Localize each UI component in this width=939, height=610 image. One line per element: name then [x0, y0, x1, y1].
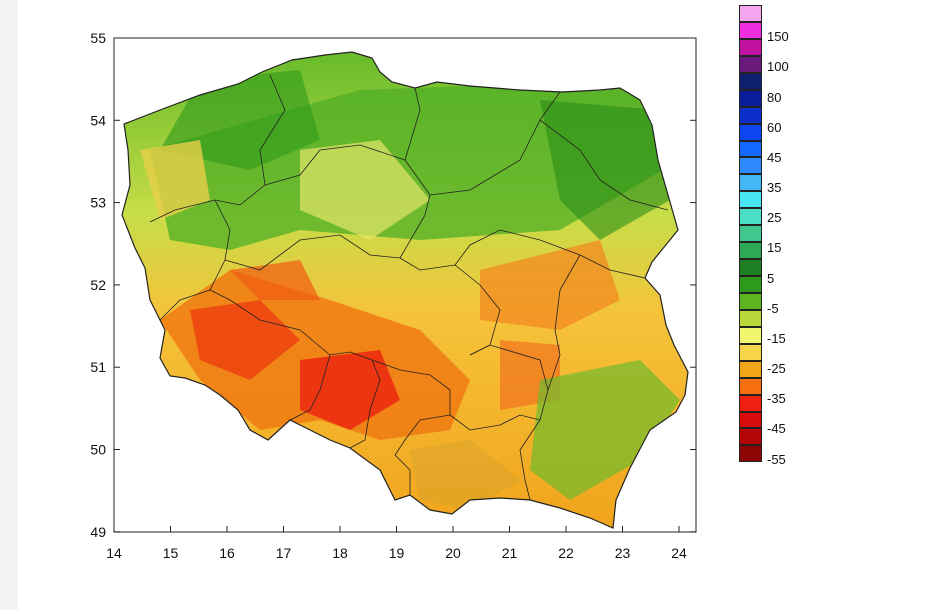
legend-swatch	[739, 89, 762, 107]
legend-swatch	[739, 394, 762, 412]
voivodeship-borders	[149, 74, 669, 501]
legend-label: 5	[767, 270, 775, 286]
y-tick-label: 54	[90, 112, 106, 128]
legend-swatch	[739, 292, 762, 310]
legend-label: 15	[767, 240, 782, 256]
legend-swatch	[739, 343, 762, 361]
legend-swatch	[739, 208, 762, 226]
x-tick-label: 20	[445, 545, 461, 561]
legend-label: -25	[767, 361, 786, 377]
legend-swatch	[739, 326, 762, 344]
y-axis: 55 54 53 52 51 50 49	[90, 30, 696, 540]
legend-label: 60	[767, 119, 782, 135]
legend-swatch	[739, 445, 762, 463]
legend-label: -55	[767, 451, 786, 467]
legend-swatch	[739, 174, 762, 192]
x-tick-label: 19	[389, 545, 405, 561]
legend-swatch	[739, 259, 762, 276]
legend-swatch	[739, 360, 762, 378]
legend-swatch	[739, 309, 762, 327]
x-tick-label: 17	[276, 545, 292, 561]
legend-swatch	[739, 21, 762, 39]
y-tick-label: 49	[90, 524, 106, 540]
legend-swatch	[739, 225, 762, 243]
legend-swatch	[739, 276, 762, 293]
legend-swatch	[739, 38, 762, 56]
y-tick-label: 51	[90, 359, 106, 375]
legend-swatch	[739, 411, 762, 429]
left-margin-strip	[0, 0, 18, 610]
x-tick-label: 18	[332, 545, 348, 561]
legend-label: 100	[767, 59, 789, 75]
legend-swatch	[739, 123, 762, 141]
color-legend	[739, 5, 763, 463]
x-tick-label: 15	[163, 545, 179, 561]
legend-swatch	[739, 5, 762, 22]
x-tick-label: 14	[106, 545, 122, 561]
x-tick-label: 23	[615, 545, 631, 561]
legend-swatch	[739, 428, 762, 446]
x-tick-label: 21	[502, 545, 518, 561]
legend-label: 35	[767, 180, 782, 196]
legend-swatch	[739, 377, 762, 395]
legend-swatch	[739, 157, 762, 175]
legend-swatch	[739, 55, 762, 73]
legend-swatch	[739, 242, 762, 260]
legend-label: -45	[767, 421, 786, 437]
y-tick-label: 55	[90, 30, 106, 46]
poland-border	[121, 51, 689, 529]
legend-label: 45	[767, 149, 782, 165]
legend-swatch	[739, 106, 762, 124]
legend-label: 25	[767, 210, 782, 226]
poland-map	[122, 52, 688, 528]
y-tick-label: 50	[90, 442, 106, 458]
x-tick-label: 22	[558, 545, 574, 561]
legend-swatch	[739, 140, 762, 158]
x-tick-label: 16	[219, 545, 235, 561]
legend-swatch	[739, 191, 762, 209]
legend-label: 80	[767, 89, 782, 105]
legend-swatch	[739, 72, 762, 90]
y-tick-label: 52	[90, 277, 106, 293]
legend-label: 150	[767, 29, 789, 45]
y-tick-label: 53	[90, 195, 106, 211]
legend-label: -5	[767, 300, 779, 316]
x-axis: 14 15 16 17 18 19 20 21 22 23 24	[106, 526, 687, 561]
legend-label: -15	[767, 330, 786, 346]
x-tick-label: 24	[671, 545, 687, 561]
legend-label: -35	[767, 391, 786, 407]
